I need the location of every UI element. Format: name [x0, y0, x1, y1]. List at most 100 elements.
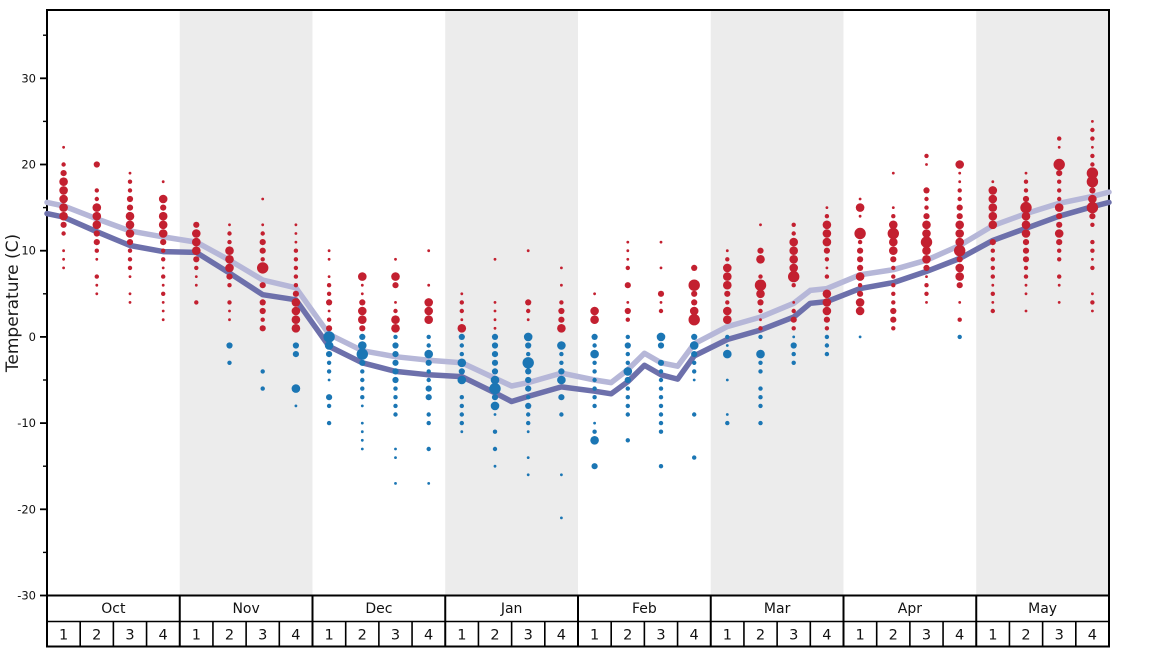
temp-dot: [1022, 239, 1030, 246]
temp-dot: [1089, 213, 1096, 220]
y-tick-label: 20: [21, 158, 36, 172]
temp-dot: [691, 290, 698, 297]
temp-dot: [788, 270, 800, 283]
temp-dot: [758, 274, 763, 279]
temp-dot: [59, 211, 68, 221]
temp-dot: [227, 360, 232, 365]
temp-dot: [193, 256, 200, 263]
temp-dot: [1024, 283, 1028, 287]
temp-dot: [1023, 274, 1029, 279]
temp-dot: [360, 404, 364, 408]
temp-dot: [958, 180, 962, 184]
temp-dot: [326, 283, 332, 288]
week-label: 2: [1021, 628, 1030, 644]
temp-dot: [525, 376, 532, 384]
temp-dot: [988, 186, 998, 195]
temp-dot: [560, 266, 563, 270]
temp-dot: [890, 307, 897, 315]
temp-dot: [358, 315, 367, 325]
temp-dot: [725, 334, 730, 340]
temp-dot: [822, 229, 832, 238]
average-low-line: [44, 199, 1112, 405]
temp-dot: [394, 301, 397, 304]
temp-dot: [60, 170, 67, 177]
temp-dot: [855, 272, 865, 281]
temp-dot: [857, 256, 864, 263]
temp-dot: [459, 351, 464, 357]
temp-dot: [427, 482, 431, 485]
temp-dot: [592, 343, 597, 348]
temp-dot: [160, 239, 167, 246]
temp-dot: [824, 334, 830, 340]
temp-dot: [491, 342, 499, 349]
temp-dot: [887, 227, 899, 240]
month-label-dec: Dec: [365, 601, 392, 617]
month-shading-bands: [179, 11, 1109, 596]
temp-dot: [791, 222, 796, 227]
temp-dot: [94, 188, 100, 193]
temp-dot: [557, 375, 566, 385]
temp-dot: [1091, 257, 1094, 261]
temp-dot: [326, 299, 333, 306]
temp-dot: [228, 318, 231, 322]
temp-dot: [194, 283, 198, 287]
temp-dot: [822, 298, 832, 307]
temp-dot: [758, 308, 763, 314]
temp-dot: [758, 326, 763, 331]
temp-dot: [1090, 222, 1095, 227]
temp-dot: [725, 413, 729, 416]
temp-dot: [259, 307, 266, 315]
week-label: 3: [1055, 628, 1064, 644]
temp-dot: [457, 375, 467, 385]
temp-dot: [426, 377, 431, 383]
temp-dot: [955, 229, 964, 238]
temp-dot: [426, 412, 431, 417]
temp-dot: [725, 420, 730, 426]
temp-dot: [1057, 257, 1062, 262]
temp-dot: [193, 221, 200, 228]
temp-dot: [360, 438, 364, 442]
temp-dot: [161, 274, 166, 279]
temp-dot: [360, 386, 365, 391]
week-label: 3: [789, 628, 798, 644]
temp-dot: [360, 377, 365, 383]
temp-dot: [293, 265, 299, 271]
temp-dot: [1020, 201, 1032, 214]
temp-dot: [93, 239, 100, 246]
temp-dot: [692, 455, 697, 460]
temp-dot: [756, 349, 765, 359]
temp-dot: [858, 197, 862, 201]
temp-dot: [725, 257, 730, 262]
temp-dot: [127, 265, 133, 271]
temp-dot: [822, 220, 832, 230]
temp-dot: [93, 161, 100, 168]
temp-dot: [758, 360, 763, 365]
temp-dot: [990, 257, 995, 262]
temp-dot: [392, 342, 399, 349]
temp-dot: [592, 377, 597, 383]
temp-dot: [326, 325, 333, 332]
week-label: 4: [690, 628, 699, 644]
temp-dot: [291, 384, 301, 393]
temp-dot: [891, 300, 896, 305]
temp-dot: [391, 324, 400, 333]
temp-dot: [227, 231, 232, 236]
temp-dot: [658, 420, 664, 426]
temp-dot: [393, 412, 398, 417]
week-label: 2: [225, 628, 234, 644]
temp-dot: [490, 375, 500, 385]
temp-dot: [1090, 248, 1095, 253]
temp-dot: [824, 343, 830, 348]
temp-dot: [657, 290, 665, 297]
temp-dot: [955, 263, 964, 273]
temp-dot: [94, 274, 100, 279]
y-tick-label: 10: [21, 244, 36, 258]
y-tick-label: -20: [17, 502, 36, 516]
y-axis-ticks: 30 20 10 0 -10 -20 -30: [17, 34, 47, 603]
temp-dot: [557, 324, 566, 333]
week-label: 1: [988, 628, 997, 644]
temp-dot: [758, 395, 763, 400]
temp-dot: [161, 318, 165, 322]
temp-dot: [920, 236, 933, 248]
temp-dot: [560, 516, 563, 520]
